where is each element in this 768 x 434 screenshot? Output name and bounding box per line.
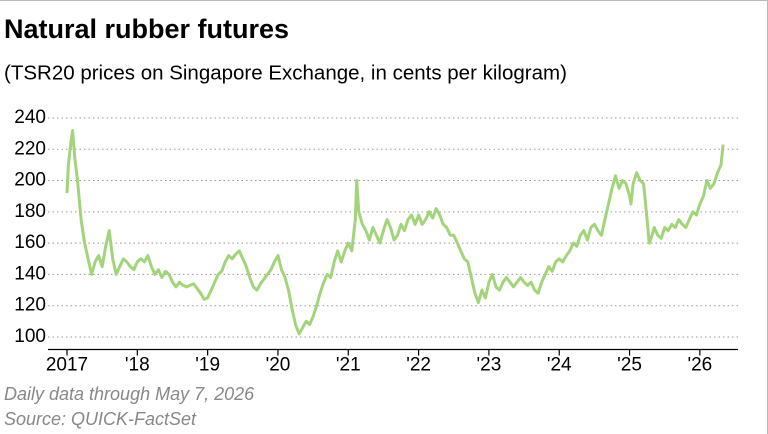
x-tick-label: '23 xyxy=(477,355,502,376)
y-tick-label: 220 xyxy=(14,138,46,159)
source: Source: QUICK-FactSet xyxy=(4,409,197,429)
x-tick-label: '19 xyxy=(195,355,220,376)
chart-subtitle: (TSR20 prices on Singapore Exchange, in … xyxy=(4,61,567,84)
y-tick-label: 100 xyxy=(14,326,46,347)
y-tick-label: 160 xyxy=(14,232,46,253)
y-tick-label: 200 xyxy=(14,170,46,191)
x-tick-label: '22 xyxy=(406,355,431,376)
footnote: Daily data through May 7, 2026 xyxy=(4,384,255,404)
x-tick-label: '25 xyxy=(617,355,642,376)
x-tick-label: '18 xyxy=(125,355,150,376)
x-tick-label: '24 xyxy=(547,355,572,376)
price-line xyxy=(65,129,725,336)
y-tick-label: 180 xyxy=(14,201,46,222)
x-tick-label: 2017 xyxy=(46,355,88,376)
y-tick-label: 240 xyxy=(14,107,46,128)
y-tick-label: 140 xyxy=(14,263,46,284)
chart-title: Natural rubber futures xyxy=(4,14,289,44)
x-tick-label: '26 xyxy=(687,355,712,376)
y-tick-label: 120 xyxy=(14,295,46,316)
x-tick-label: '21 xyxy=(336,355,361,376)
x-tick-label: '20 xyxy=(266,355,291,376)
